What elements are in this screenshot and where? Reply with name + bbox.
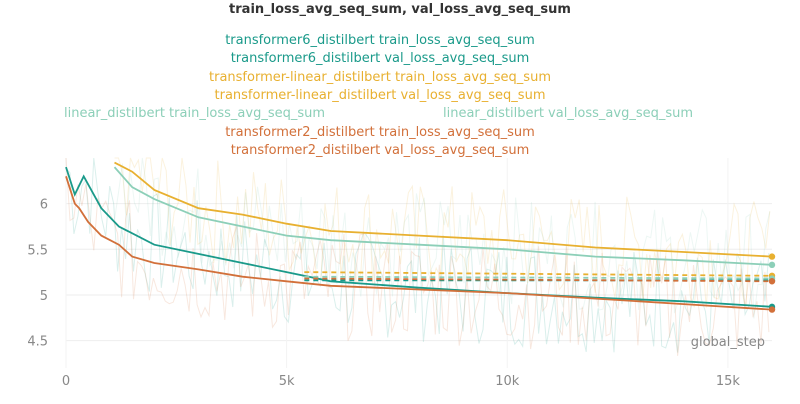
legend-entry[interactable]: transformer2_distilbert train_loss_avg_s… <box>225 125 535 140</box>
raw-trace <box>65 157 770 353</box>
legend: transformer6_distilbert train_loss_avg_s… <box>64 33 693 158</box>
chart-title: train_loss_avg_seq_sum, val_loss_avg_seq… <box>229 2 571 17</box>
legend-entry[interactable]: transformer2_distilbert val_loss_avg_seq… <box>231 143 530 158</box>
series-end-point[interactable] <box>768 278 776 285</box>
series-line[interactable] <box>304 277 773 283</box>
y-tick-label: 5.5 <box>27 243 48 258</box>
series-end-markers <box>768 253 776 313</box>
raw-trace <box>114 157 771 319</box>
legend-entry[interactable]: transformer-linear_distilbert train_loss… <box>209 70 551 85</box>
raw-trace <box>65 157 770 356</box>
legend-entry[interactable]: transformer6_distilbert val_loss_avg_seq… <box>231 51 530 66</box>
legend-entry[interactable]: linear_distilbert train_loss_avg_seq_sum <box>64 106 325 121</box>
raw-trace <box>114 157 771 310</box>
raw-noise-traces <box>65 157 771 356</box>
x-tick-label: 15k <box>716 374 741 389</box>
series-line[interactable] <box>113 166 773 266</box>
grid <box>65 158 772 368</box>
series-line[interactable] <box>304 271 773 277</box>
x-axis-label: global_step <box>691 335 765 350</box>
series-lines <box>65 161 773 311</box>
y-tick-label: 4.5 <box>27 335 48 350</box>
legend-entry[interactable]: linear_distilbert val_loss_avg_seq_sum <box>443 106 693 121</box>
y-axis-ticks: 4.5 5 5.5 6 <box>27 198 48 350</box>
y-tick-label: 6 <box>40 198 48 213</box>
y-tick-label: 5 <box>40 289 48 304</box>
legend-entry[interactable]: transformer6_distilbert train_loss_avg_s… <box>225 33 535 48</box>
legend-entry[interactable]: transformer-linear_distilbert val_loss_a… <box>215 88 546 103</box>
x-axis-ticks: 0 5k 10k 15k <box>62 374 741 389</box>
x-tick-label: 5k <box>279 374 295 389</box>
series-line[interactable] <box>65 176 773 311</box>
x-tick-label: 0 <box>62 374 70 389</box>
x-tick-label: 10k <box>495 374 520 389</box>
series-end-point[interactable] <box>768 261 776 269</box>
series-end-point[interactable] <box>768 253 776 260</box>
series-end-point[interactable] <box>768 306 776 313</box>
series-line[interactable] <box>114 161 773 258</box>
series-line[interactable] <box>304 275 773 280</box>
